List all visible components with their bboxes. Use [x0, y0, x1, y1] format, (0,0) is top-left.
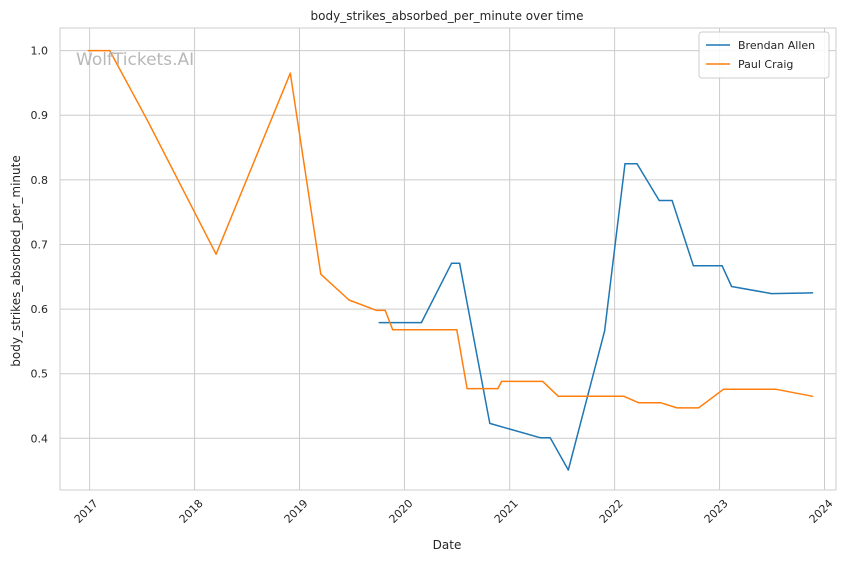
data-point-brendan-allen	[604, 330, 606, 332]
grid-lines	[60, 28, 836, 490]
plot-frame	[59, 27, 837, 491]
data-point-paul-craig	[542, 380, 544, 382]
y-tick-label: 1.0	[31, 45, 49, 58]
data-point-brendan-allen	[731, 285, 733, 288]
series-lines	[87, 49, 814, 471]
data-point-brendan-allen	[378, 322, 380, 324]
data-point-brendan-allen	[420, 322, 422, 324]
data-point-brendan-allen	[459, 262, 461, 264]
data-point-brendan-allen	[567, 469, 569, 471]
data-point-brendan-allen	[451, 262, 453, 264]
watermark-text: WolfTickets.AI	[76, 50, 194, 70]
data-point-brendan-allen	[721, 265, 723, 267]
data-point-paul-craig	[723, 388, 725, 390]
data-point-paul-craig	[392, 329, 394, 331]
data-point-paul-craig	[456, 329, 458, 331]
data-point-paul-craig	[320, 273, 322, 275]
data-point-paul-craig	[812, 395, 814, 397]
y-tick-label: 0.8	[31, 174, 49, 187]
data-point-brendan-allen	[624, 163, 626, 165]
data-point-brendan-allen	[812, 292, 814, 294]
data-point-paul-craig	[376, 309, 378, 311]
legend-label-paul-craig: Paul Craig	[738, 58, 793, 71]
data-point-paul-craig	[289, 72, 291, 74]
data-point-paul-craig	[497, 388, 499, 390]
legend-label-brendan-allen: Brendan Allen	[738, 39, 815, 52]
data-point-paul-craig	[557, 395, 559, 397]
data-point-brendan-allen	[771, 293, 773, 295]
data-point-paul-craig	[608, 395, 610, 397]
y-tick-label: 0.7	[31, 238, 49, 251]
data-point-paul-craig	[215, 253, 217, 255]
data-point-paul-craig	[676, 407, 678, 409]
data-point-paul-craig	[698, 407, 700, 409]
data-point-paul-craig	[660, 402, 662, 404]
data-point-brendan-allen	[658, 199, 660, 202]
legend: Brendan Allen Paul Craig	[698, 31, 830, 79]
y-tick-labels: 0.4 0.5 0.6 0.7 0.8 0.9 1.0	[31, 45, 49, 446]
data-point-paul-craig	[501, 380, 503, 382]
x-axis-label: Date	[433, 538, 462, 552]
data-point-brendan-allen	[539, 437, 541, 439]
data-point-paul-craig	[638, 402, 640, 404]
data-point-paul-craig	[87, 50, 89, 52]
data-point-brendan-allen	[636, 163, 638, 165]
data-point-paul-craig	[348, 299, 350, 301]
data-point-paul-craig	[109, 50, 111, 52]
y-tick-label: 0.4	[31, 432, 49, 445]
data-point-brendan-allen	[489, 422, 491, 424]
legend-box	[698, 31, 830, 79]
y-tick-label: 0.9	[31, 109, 49, 122]
data-point-brendan-allen	[671, 199, 673, 202]
y-tick-label: 0.6	[31, 303, 49, 316]
y-tick-label: 0.5	[31, 368, 49, 381]
data-point-brendan-allen	[692, 265, 695, 267]
data-point-paul-craig	[775, 388, 777, 390]
series-line-brendan-allen	[379, 162, 813, 471]
data-point-paul-craig	[384, 309, 386, 311]
data-point-brendan-allen	[549, 437, 551, 439]
data-point-paul-craig	[623, 395, 625, 397]
chart-title: body_strikes_absorbed_per_minute over ti…	[311, 9, 584, 23]
data-point-paul-craig	[146, 119, 148, 121]
y-axis-label: body_strikes_absorbed_per_minute	[9, 155, 23, 366]
data-point-paul-craig	[466, 388, 468, 390]
